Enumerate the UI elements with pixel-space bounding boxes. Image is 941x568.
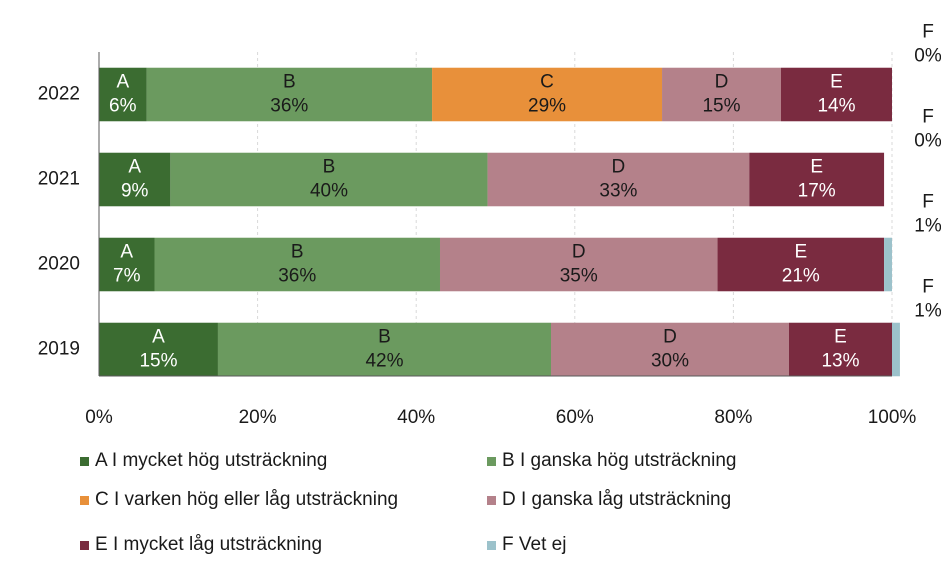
segment-letter: E	[810, 157, 823, 178]
x-tick-label: 40%	[397, 407, 435, 428]
y-tick-label: 2020	[38, 254, 80, 275]
segment-label: 6%	[109, 96, 137, 117]
segment-letter: D	[612, 157, 626, 178]
legend-swatch	[80, 457, 89, 466]
segment-label: 14%	[817, 96, 855, 117]
legend-label: F Vet ej	[502, 534, 566, 555]
x-tick-label: 20%	[239, 407, 277, 428]
segment-letter: B	[323, 157, 336, 178]
segment-letter: D	[715, 72, 729, 93]
segment-letter: B	[378, 327, 391, 348]
segment-letter: E	[794, 242, 807, 263]
segment-letter: A	[152, 327, 165, 348]
segment-label: 9%	[121, 181, 149, 202]
segment-label: 7%	[113, 266, 141, 287]
segment-label: 35%	[560, 266, 598, 287]
x-tick-label: 80%	[714, 407, 752, 428]
segment-label: 0%	[914, 131, 941, 152]
bar-segment	[717, 237, 885, 292]
bar-segment	[154, 237, 440, 292]
segment-letter: C	[540, 72, 554, 93]
x-tick-label: 100%	[868, 407, 917, 428]
bar-segment	[439, 237, 718, 292]
legend-swatch	[487, 457, 496, 466]
segment-label: 40%	[310, 181, 348, 202]
segment-letter: B	[291, 242, 304, 263]
bar-segment	[662, 67, 781, 122]
legend-swatch	[487, 541, 496, 550]
segment-letter: F	[922, 107, 934, 128]
segment-label: 21%	[782, 266, 820, 287]
segment-label: 36%	[270, 96, 308, 117]
segment-label: 15%	[702, 96, 740, 117]
segment-letter: F	[922, 192, 934, 213]
segment-label: 0%	[914, 46, 941, 67]
segment-letter: A	[116, 72, 129, 93]
bar-segment	[551, 322, 789, 377]
bar-segment	[99, 237, 155, 292]
segment-letter: F	[922, 22, 934, 43]
segment-letter: B	[283, 72, 296, 93]
legend-swatch	[80, 541, 89, 550]
segment-label: 30%	[651, 351, 689, 372]
bar-segment	[432, 67, 663, 122]
bar-segment	[99, 322, 218, 377]
segment-letter: D	[663, 327, 677, 348]
bar-segment	[780, 67, 892, 122]
segment-label: 33%	[599, 181, 637, 202]
bar-segment	[99, 67, 147, 122]
x-tick-label: 0%	[85, 407, 113, 428]
bar-segment	[146, 67, 433, 122]
y-tick-label: 2021	[38, 169, 80, 190]
legend-label: A I mycket hög utsträckning	[95, 450, 327, 471]
segment-letter: F	[922, 277, 934, 298]
segment-label: 13%	[821, 351, 859, 372]
bar-segment	[884, 237, 892, 292]
segment-letter: A	[120, 242, 133, 263]
segment-label: 42%	[365, 351, 403, 372]
bar-segment	[487, 152, 750, 207]
segment-label: 1%	[914, 301, 941, 322]
segment-letter: E	[834, 327, 847, 348]
bar-segment	[788, 322, 892, 377]
x-tick-label: 60%	[556, 407, 594, 428]
legend-label: C I varken hög eller låg utsträckning	[95, 489, 398, 510]
y-tick-label: 2022	[38, 84, 80, 105]
segment-label: 17%	[798, 181, 836, 202]
segment-label: 29%	[528, 96, 566, 117]
bar-segment	[749, 152, 885, 207]
legend-swatch	[487, 496, 496, 505]
legend-label: B I ganska hög utsträckning	[502, 450, 736, 471]
bar-segment	[892, 322, 900, 377]
legend-label: E I mycket låg utsträckning	[95, 534, 322, 555]
segment-label: 15%	[139, 351, 177, 372]
segment-label: 36%	[278, 266, 316, 287]
legend-label: D I ganska låg utsträckning	[502, 489, 731, 510]
legend-swatch	[80, 496, 89, 505]
bar-segment	[170, 152, 488, 207]
segment-letter: D	[572, 242, 586, 263]
bar-segment	[99, 152, 171, 207]
segment-letter: A	[128, 157, 141, 178]
segment-label: 1%	[914, 216, 941, 237]
y-tick-label: 2019	[38, 339, 80, 360]
bar-segment	[217, 322, 552, 377]
segment-letter: E	[830, 72, 843, 93]
